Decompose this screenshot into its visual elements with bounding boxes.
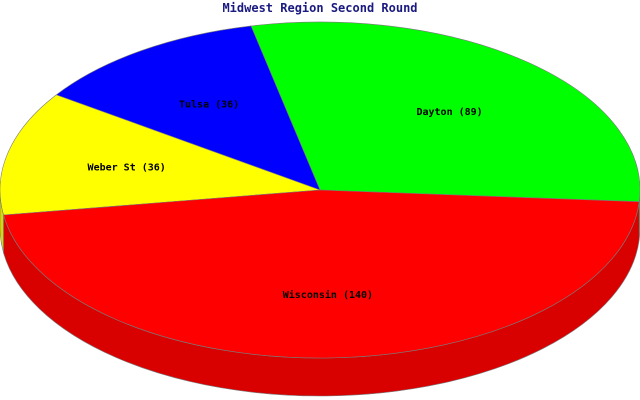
slice-wisconsin [3,189,640,359]
slice-weber-st [0,94,321,216]
slice-label-weber-st: Weber St (36) [88,163,166,174]
chart-title: Midwest Region Second Round [222,1,418,15]
slice-dayton [250,21,640,203]
slice-label-wisconsin: Wisconsin (140) [283,289,373,301]
slice-label-tulsa: Tulsa (36) [179,100,239,111]
slice-label-dayton: Dayton (89) [416,107,482,118]
slice-tulsa [55,25,321,191]
